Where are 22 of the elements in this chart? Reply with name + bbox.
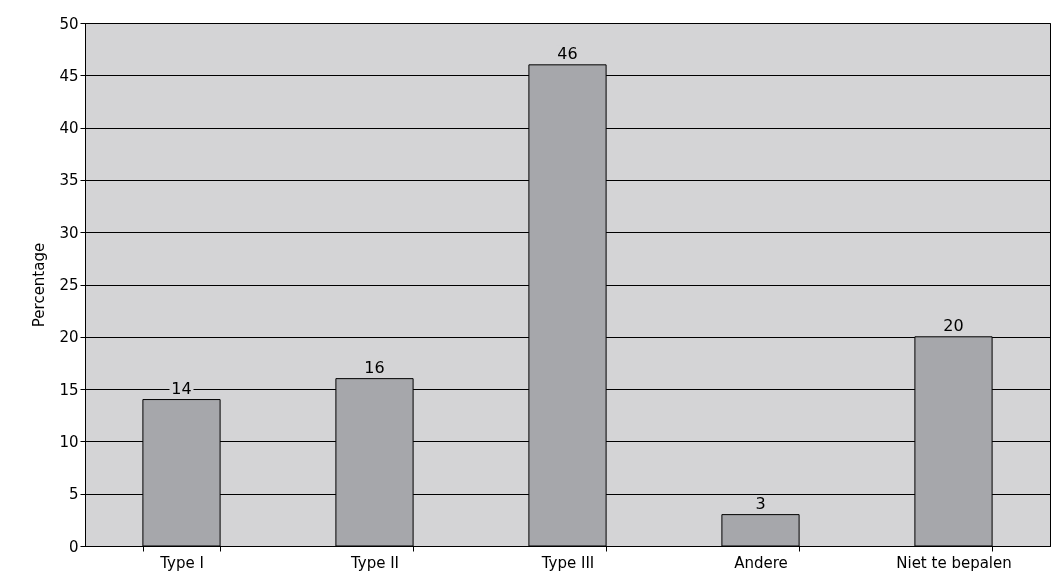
- y-tick-label: 40: [59, 119, 79, 138]
- y-tick-label: 35: [59, 171, 79, 190]
- data-label: 3: [755, 493, 766, 513]
- x-tick-label: Andere: [734, 553, 788, 572]
- y-axis-title: Percentage: [30, 242, 49, 328]
- x-tick-label: Type I: [159, 553, 204, 572]
- y-tick-label: 10: [59, 432, 79, 451]
- data-label: 14: [171, 378, 192, 398]
- x-tick-label: Niet te bepalen: [896, 553, 1012, 572]
- data-label: 16: [364, 357, 385, 377]
- data-label: 20: [943, 315, 964, 335]
- y-tick-label: 45: [59, 66, 79, 85]
- x-tick-label: Type III: [540, 553, 595, 572]
- y-tick-label: 15: [59, 380, 79, 399]
- y-tick-label: 20: [59, 328, 79, 347]
- y-tick-label: 50: [59, 14, 79, 33]
- y-tick-label: 5: [68, 485, 79, 504]
- y-tick-label: 0: [68, 537, 79, 556]
- y-tick-label: 25: [59, 276, 79, 294]
- x-tick-label: Type II: [349, 553, 400, 572]
- data-label: 46: [557, 43, 578, 63]
- y-tick-label: 30: [59, 223, 79, 242]
